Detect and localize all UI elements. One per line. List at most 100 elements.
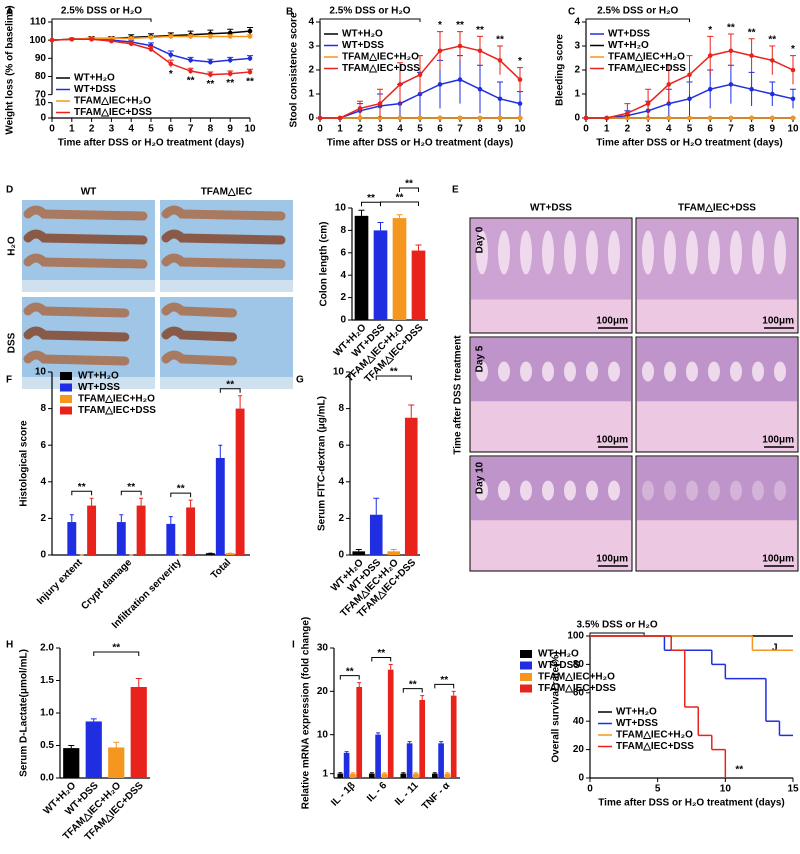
colon [161, 302, 238, 318]
legend-label: WT+H₂O [538, 649, 579, 660]
y-axis-title: Colon length (cm) [319, 222, 330, 307]
crypt [752, 230, 764, 275]
y-tick-label: 10 [317, 729, 329, 740]
bar [419, 700, 426, 778]
x-tick-label: 10 [244, 124, 256, 135]
bar [225, 553, 235, 555]
significance-bracket [120, 490, 142, 496]
crypt [542, 361, 554, 382]
y-tick-label: 80 [35, 71, 47, 82]
x-tick-label: 4 [397, 124, 403, 135]
bar [337, 773, 344, 778]
bar [368, 773, 375, 778]
error-bar [439, 741, 444, 744]
significance-label: ** [346, 666, 354, 677]
treatment-bracket [51, 18, 152, 22]
legend-label: TFAM△IEC+H₂O [538, 672, 615, 683]
significance-label: ** [409, 679, 417, 690]
significance-label: ** [177, 484, 185, 495]
point [707, 86, 713, 92]
point [128, 36, 134, 41]
colon [23, 205, 148, 221]
point [417, 72, 423, 78]
point [317, 115, 323, 121]
error-bar [355, 549, 362, 552]
significance-bracket [339, 675, 360, 680]
bar [63, 748, 80, 778]
x-tick-label: 5 [687, 124, 693, 135]
bar [400, 773, 407, 778]
y-tick-label: 0 [308, 113, 314, 124]
error-bar [376, 732, 381, 735]
legend-label: WT+DSS [78, 382, 120, 393]
significance-label: ** [496, 35, 504, 46]
legend-label: TFAM△IEC+H₂O [608, 52, 685, 63]
scale-bar-label: 100μm [596, 435, 628, 446]
colon [161, 253, 286, 269]
y-tick-label: 10 [333, 367, 345, 378]
significance-bracket [375, 375, 412, 380]
crypt [498, 230, 510, 275]
legend-label: TFAM△IEC+DSS [74, 107, 152, 118]
photo-row-label: Day 5 [475, 345, 486, 372]
crypt [586, 361, 598, 382]
y-tick-label: 0 [340, 315, 346, 326]
y-tick-label: 1.5 [40, 675, 54, 686]
point [208, 72, 213, 77]
y-tick-label: 0 [40, 550, 46, 561]
panel-label: C [568, 7, 575, 18]
point [790, 115, 796, 121]
y-tick-label: 2.0 [40, 643, 54, 654]
error-bar [377, 222, 384, 231]
crypt [774, 361, 786, 382]
error-bar [358, 209, 365, 216]
panel-label: J [772, 643, 778, 654]
x-tick-label: 5 [148, 124, 154, 135]
x-tick-label: Injury extent [35, 557, 85, 607]
colon [23, 350, 130, 366]
y-tick-label: 0 [338, 550, 344, 561]
point [790, 96, 796, 102]
error-bar [373, 497, 380, 515]
legend-label: TFAM△IEC+DSS [342, 63, 420, 74]
x-tick-label: 0 [583, 124, 589, 135]
y-tick-label: 100 [29, 35, 46, 46]
error-bar [408, 404, 415, 418]
bar [404, 417, 418, 555]
legend-swatch [60, 372, 72, 380]
point [728, 48, 734, 54]
legend-label: WT+DSS [74, 84, 116, 95]
legend-label: TFAM△IEC+H₂O [74, 96, 151, 107]
significance-label: ** [246, 76, 254, 87]
significance-label: ** [405, 179, 413, 190]
crypt [664, 480, 676, 501]
y-tick-label: 90 [35, 53, 47, 64]
y-tick-label: 1 [322, 768, 328, 779]
significance-label: * [438, 20, 442, 31]
x-tick-label: 3 [645, 124, 651, 135]
y-axis-title: Relative mRNA expression (fold change) [301, 617, 312, 809]
point [497, 115, 503, 121]
bar [130, 687, 147, 778]
x-tick-label: 8 [477, 124, 483, 135]
point [397, 115, 403, 121]
point [687, 115, 692, 121]
crypt [608, 230, 620, 275]
x-tick-label: 8 [749, 124, 755, 135]
legend-swatch [520, 684, 532, 693]
crypt [686, 480, 698, 501]
colon [161, 229, 286, 245]
point [666, 82, 672, 87]
legend-label: TFAM△IEC+DSS [608, 63, 686, 74]
y-tick-label: 4 [574, 17, 580, 28]
y-tick-label: 10 [35, 367, 47, 378]
bar [85, 721, 102, 778]
photo-column-label: WT [81, 187, 97, 198]
error-bar [135, 678, 142, 687]
y-axis-title: Serum D-Lactate(μmol/mL) [19, 649, 30, 777]
bar [356, 687, 363, 778]
crypt [498, 361, 510, 382]
bar [431, 773, 438, 778]
error-bar [407, 741, 412, 744]
crypt [586, 230, 598, 275]
